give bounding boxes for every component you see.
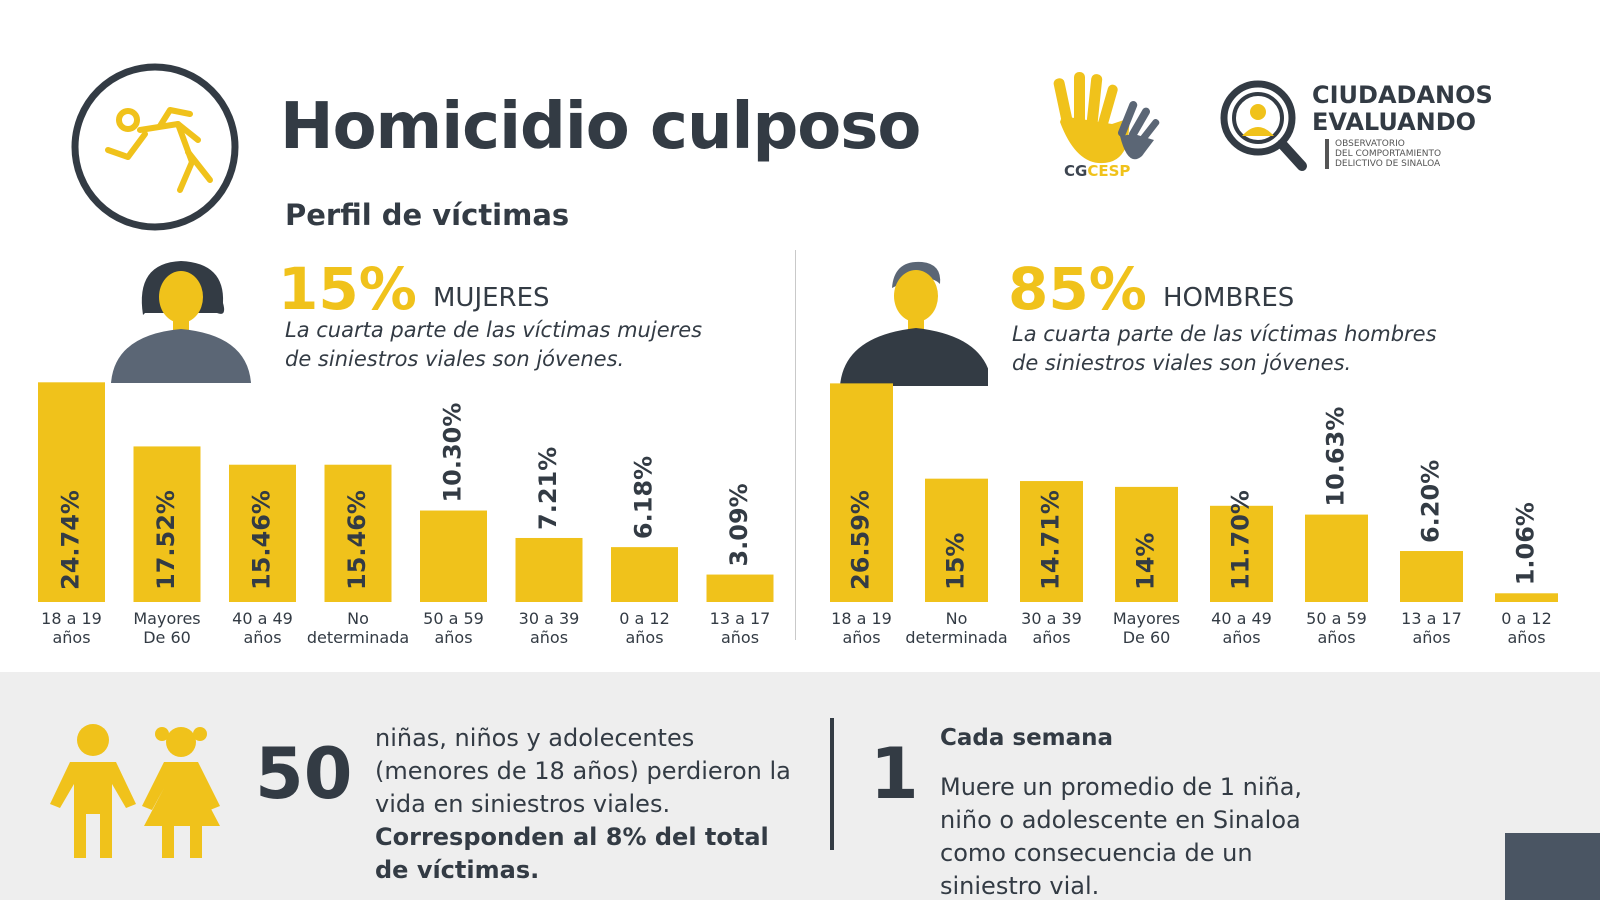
category-label: años — [842, 628, 880, 647]
women-description: La cuarta parte de las víctimas mujeres … — [285, 318, 703, 371]
bar — [420, 510, 487, 602]
magnifier-person-logo-icon — [1220, 80, 1307, 171]
bar — [1305, 514, 1368, 602]
category-label: 13 a 17 — [710, 609, 771, 628]
children-count: 50 — [255, 733, 353, 815]
woman-avatar-icon — [111, 261, 251, 383]
corner-block — [1505, 833, 1600, 900]
bar-value-label: 26.59% — [847, 490, 875, 590]
category-label: Mayores — [133, 609, 200, 628]
man-avatar-icon — [840, 261, 988, 386]
category-label: años — [243, 628, 281, 647]
bar-value-label: 11.70% — [1227, 490, 1255, 590]
bar — [1400, 551, 1463, 602]
bar-value-label: 6.18% — [630, 456, 658, 539]
weekly-description: Muere un promedio de 1 niña, niño o adol… — [940, 773, 1303, 900]
category-label: años — [434, 628, 472, 647]
bar — [611, 547, 678, 602]
category-label: No — [946, 609, 968, 628]
bar-value-label: 14% — [1132, 533, 1160, 590]
category-label: No — [347, 609, 369, 628]
bar-value-label: 7.21% — [534, 447, 562, 530]
bar — [1495, 593, 1558, 602]
men-label: HOMBRES — [1163, 283, 1295, 313]
category-label: determinada — [905, 628, 1007, 647]
category-label: 50 a 59 — [423, 609, 484, 628]
bar-value-label: 24.74% — [57, 490, 85, 590]
category-label: años — [1222, 628, 1260, 647]
bar — [1210, 505, 1273, 602]
category-label: 13 a 17 — [1401, 609, 1462, 628]
bar — [229, 464, 296, 602]
bar-value-label: 14.71% — [1037, 490, 1065, 590]
category-label: 30 a 39 — [519, 609, 580, 628]
bar — [515, 537, 583, 602]
category-label: 0 a 12 — [1501, 609, 1552, 628]
category-label: De 60 — [1123, 628, 1171, 647]
category-label: 18 a 19 — [831, 609, 892, 628]
category-label: 50 a 59 — [1306, 609, 1367, 628]
children-description: niñas, niños y adolecentes (menores de 1… — [375, 724, 791, 884]
bar — [1020, 481, 1083, 602]
bar — [324, 464, 392, 602]
bar-value-label: 6.20% — [1417, 460, 1445, 543]
category-label: 30 a 39 — [1021, 609, 1082, 628]
weekly-count: 1 — [870, 733, 919, 815]
children-icon — [50, 724, 220, 858]
pedestrian-fall-icon — [71, 63, 239, 231]
ciudadanos-evaluando-logo-text: CIUDADANOS EVALUANDO — [1312, 81, 1493, 136]
bar-value-label: 15% — [942, 533, 970, 590]
band-divider — [830, 718, 834, 850]
bar-value-label: 1.06% — [1512, 502, 1540, 585]
category-label: Mayores — [1113, 609, 1180, 628]
category-label: 18 a 19 — [41, 609, 102, 628]
women-percent: 15% — [278, 255, 417, 323]
weekly-title: Cada semana — [940, 725, 1114, 751]
category-label: años — [1317, 628, 1355, 647]
bar-value-label: 15.46% — [248, 490, 276, 590]
category-label: años — [52, 628, 90, 647]
category-label: años — [1507, 628, 1545, 647]
category-label: años — [721, 628, 759, 647]
section-divider — [795, 250, 796, 640]
men-description: La cuarta parte de las víctimas hombres … — [1012, 322, 1437, 375]
category-label: 40 a 49 — [232, 609, 293, 628]
category-label: años — [625, 628, 663, 647]
men-percent: 85% — [1008, 255, 1147, 323]
category-label: años — [1032, 628, 1070, 647]
page-title: Homicidio culposo — [280, 90, 921, 164]
cgcesp-hand-logo-icon — [1053, 72, 1160, 164]
page-subtitle: Perfil de víctimas — [285, 198, 570, 232]
category-label: determinada — [307, 628, 409, 647]
bar-value-label: 15.46% — [343, 490, 371, 590]
category-label: De 60 — [143, 628, 191, 647]
women-label: MUJERES — [433, 283, 550, 313]
bar — [1115, 486, 1178, 602]
bar — [925, 478, 988, 602]
bar-value-label: 3.09% — [725, 483, 753, 566]
bar — [38, 382, 105, 602]
bar-value-label: 10.63% — [1322, 407, 1350, 507]
bar-value-label: 10.30% — [439, 403, 467, 503]
category-label: años — [1412, 628, 1450, 647]
bar — [133, 446, 201, 602]
category-label: años — [530, 628, 568, 647]
bar — [706, 574, 774, 602]
bar — [830, 383, 893, 602]
cgcesp-logo-text: CGCESP — [1064, 162, 1131, 180]
bar-value-label: 17.52% — [152, 490, 180, 590]
category-label: 0 a 12 — [619, 609, 670, 628]
children-summary-band — [0, 672, 1600, 900]
observatorio-logo-subtext: OBSERVATORIO DEL COMPORTAMIENTO DELICTIV… — [1325, 139, 1441, 169]
category-label: 40 a 49 — [1211, 609, 1272, 628]
